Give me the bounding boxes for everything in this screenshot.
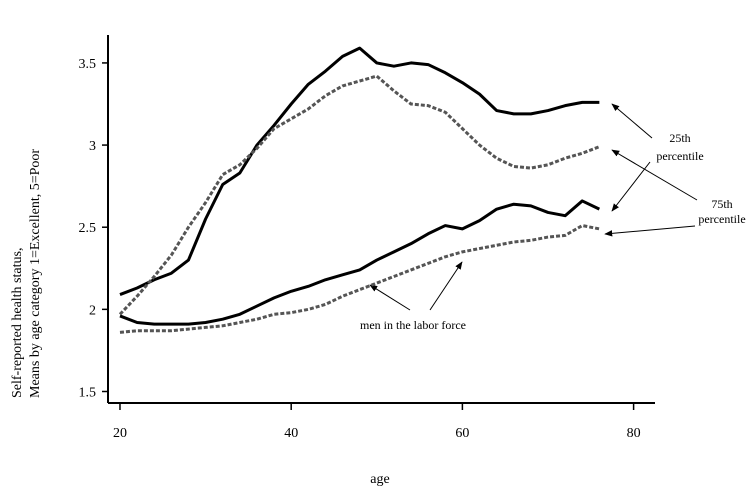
- annotation: 25th: [669, 131, 690, 145]
- arrow: [611, 103, 653, 139]
- y-axis-label: Means by age category 1=Excellent, 5=Poo…: [28, 149, 43, 398]
- y-tick-label: 2.5: [79, 221, 97, 236]
- x-tick-label: 20: [113, 426, 127, 441]
- annotation: percentile: [656, 149, 703, 163]
- data-line: [118, 74, 600, 316]
- annotation-arrows: [369, 103, 698, 311]
- x-tick-label: 60: [455, 426, 469, 441]
- x-tick-label: 80: [627, 426, 641, 441]
- y-tick-label: 1.5: [79, 386, 97, 401]
- annotation: 75th: [711, 197, 732, 211]
- y-axis-label: Self-reported health status,: [10, 248, 25, 398]
- annotation: percentile: [698, 212, 745, 226]
- arrow: [604, 225, 696, 237]
- y-tick-label: 3: [89, 139, 96, 154]
- y-tick-label: 3.5: [79, 57, 97, 72]
- arrow: [611, 149, 698, 201]
- arrow: [369, 284, 411, 311]
- y-tick-label: 2: [89, 303, 96, 318]
- arrow: [611, 161, 651, 212]
- x-axis-label: age: [370, 472, 389, 487]
- annotation: men in the labor force: [360, 318, 466, 332]
- data-line: [119, 224, 600, 334]
- arrow: [429, 261, 463, 311]
- data-line: [119, 46, 600, 296]
- data-line: [119, 199, 601, 326]
- x-tick-label: 40: [284, 426, 298, 441]
